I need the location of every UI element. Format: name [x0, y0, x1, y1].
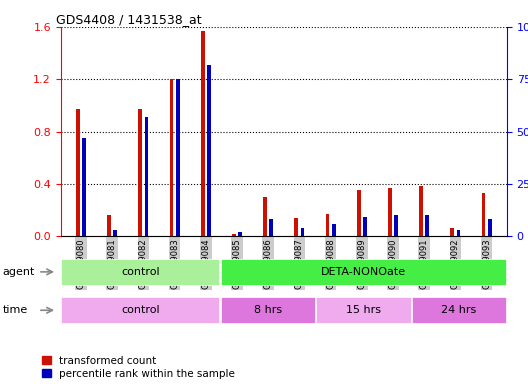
Bar — [269, 219, 273, 236]
Text: GSM549080: GSM549080 — [77, 238, 86, 289]
Text: GSM549091: GSM549091 — [420, 238, 429, 289]
Bar — [488, 219, 492, 236]
Text: 15 hrs: 15 hrs — [346, 305, 381, 315]
Bar — [300, 228, 304, 236]
Bar — [263, 197, 267, 236]
Text: agent: agent — [3, 267, 35, 277]
Bar — [457, 230, 460, 236]
Bar — [326, 214, 329, 236]
Bar — [61, 259, 220, 285]
Bar — [357, 190, 361, 236]
Text: GSM549088: GSM549088 — [326, 238, 335, 289]
Text: 24 hrs: 24 hrs — [441, 305, 477, 315]
Text: GSM549086: GSM549086 — [263, 238, 272, 289]
Text: GSM549090: GSM549090 — [389, 238, 398, 289]
Bar — [232, 233, 235, 236]
Text: GSM549085: GSM549085 — [232, 238, 241, 289]
Bar — [76, 109, 80, 236]
Bar — [388, 188, 392, 236]
Bar — [176, 79, 180, 236]
Bar — [482, 193, 485, 236]
Text: GSM549089: GSM549089 — [357, 238, 366, 289]
Bar — [169, 79, 173, 236]
Bar — [450, 228, 454, 236]
Text: control: control — [121, 305, 159, 315]
Bar — [363, 217, 367, 236]
Bar — [138, 109, 142, 236]
Bar — [412, 297, 506, 323]
Text: GSM549084: GSM549084 — [201, 238, 210, 289]
Bar — [114, 230, 117, 236]
Bar — [238, 232, 242, 236]
Text: GSM549082: GSM549082 — [139, 238, 148, 289]
Text: 8 hrs: 8 hrs — [254, 305, 282, 315]
Bar — [316, 297, 411, 323]
Bar — [201, 31, 204, 236]
Bar — [419, 187, 423, 236]
Bar — [394, 215, 398, 236]
Bar — [207, 65, 211, 236]
Bar — [145, 117, 148, 236]
Bar — [332, 223, 336, 236]
Text: GSM549083: GSM549083 — [170, 238, 179, 289]
Bar — [426, 215, 429, 236]
Text: GSM549093: GSM549093 — [482, 238, 491, 289]
Bar — [221, 297, 315, 323]
Bar — [295, 218, 298, 236]
Legend: transformed count, percentile rank within the sample: transformed count, percentile rank withi… — [42, 356, 235, 379]
Text: GDS4408 / 1431538_at: GDS4408 / 1431538_at — [56, 13, 202, 26]
Text: control: control — [121, 266, 159, 277]
Bar — [221, 259, 506, 285]
Bar — [107, 215, 111, 236]
Text: DETA-NONOate: DETA-NONOate — [321, 266, 406, 277]
Text: GSM549087: GSM549087 — [295, 238, 304, 289]
Bar — [82, 138, 86, 236]
Text: time: time — [3, 305, 28, 315]
Text: GSM549081: GSM549081 — [108, 238, 117, 289]
Text: GSM549092: GSM549092 — [451, 238, 460, 289]
Bar — [61, 297, 220, 323]
